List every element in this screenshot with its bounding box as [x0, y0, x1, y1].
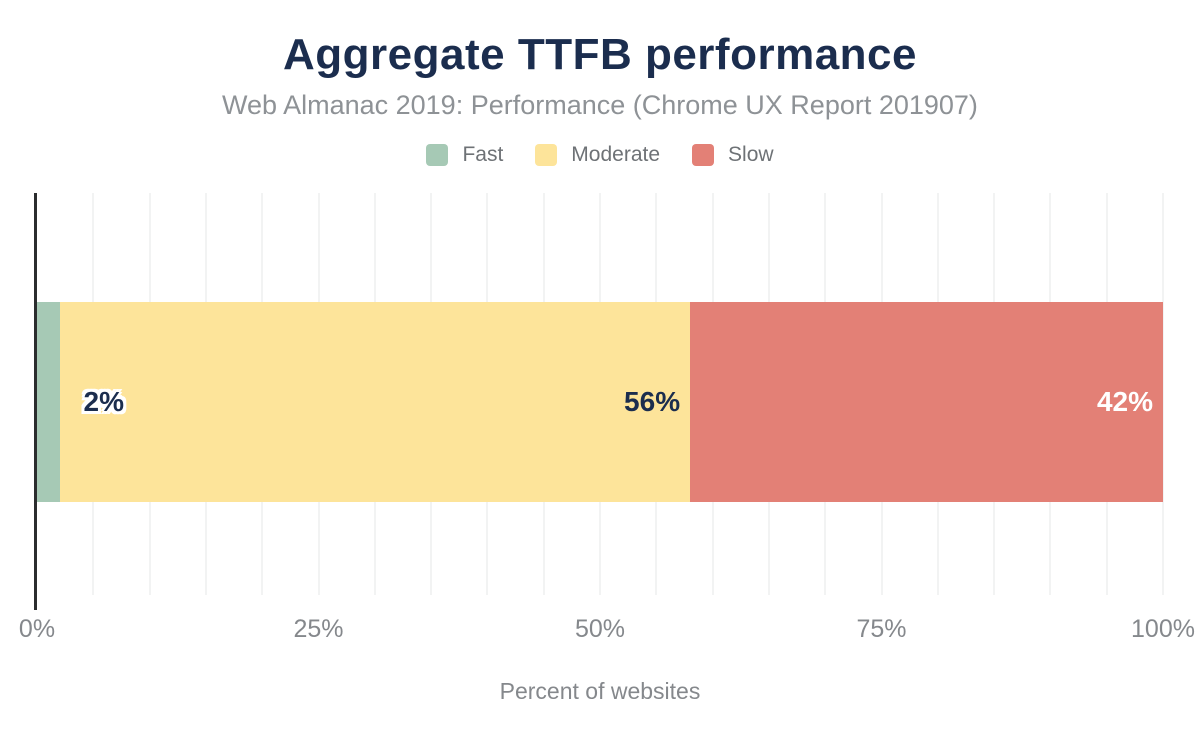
legend-item-moderate: Moderate	[535, 143, 660, 167]
plot-area: 2% 56% 42%	[37, 193, 1164, 607]
legend-swatch-moderate	[535, 144, 558, 166]
legend-swatch-fast	[426, 144, 449, 166]
x-tick-label: 75%	[856, 615, 907, 643]
x-axis-title: Percent of websites	[499, 678, 701, 704]
legend-label: Moderate	[571, 143, 661, 166]
bar-label-fast: 2%	[83, 386, 124, 417]
x-tick-label: 100%	[1131, 615, 1195, 643]
legend-item-fast: Fast	[426, 143, 503, 167]
chart-title: Aggregate TTFB performance	[283, 30, 917, 79]
x-tick-label: 50%	[574, 615, 626, 643]
gridline	[1162, 193, 1164, 595]
bar-label-slow: 42%	[1096, 386, 1153, 417]
legend-label: Slow	[728, 143, 774, 166]
x-tick-label: 25%	[293, 615, 344, 643]
legend-swatch-slow	[692, 144, 715, 166]
x-tick-label: 0%	[18, 615, 56, 643]
bar-label-moderate: 56%	[624, 386, 681, 417]
x-axis-ticks: 0% 25% 50% 75% 100%	[19, 615, 1195, 645]
y-axis-line	[34, 193, 37, 610]
legend-item-slow: Slow	[692, 143, 774, 167]
chart-subtitle: Web Almanac 2019: Performance (Chrome UX…	[222, 90, 978, 120]
bar-segment-fast[interactable]	[37, 302, 60, 502]
legend: Fast Moderate Slow	[0, 143, 1200, 167]
bar-segment-moderate[interactable]	[59, 302, 691, 502]
legend-label: Fast	[462, 143, 504, 166]
bar-segment-slow[interactable]	[690, 302, 1163, 502]
stacked-bar: 2% 56% 42%	[37, 302, 1163, 502]
